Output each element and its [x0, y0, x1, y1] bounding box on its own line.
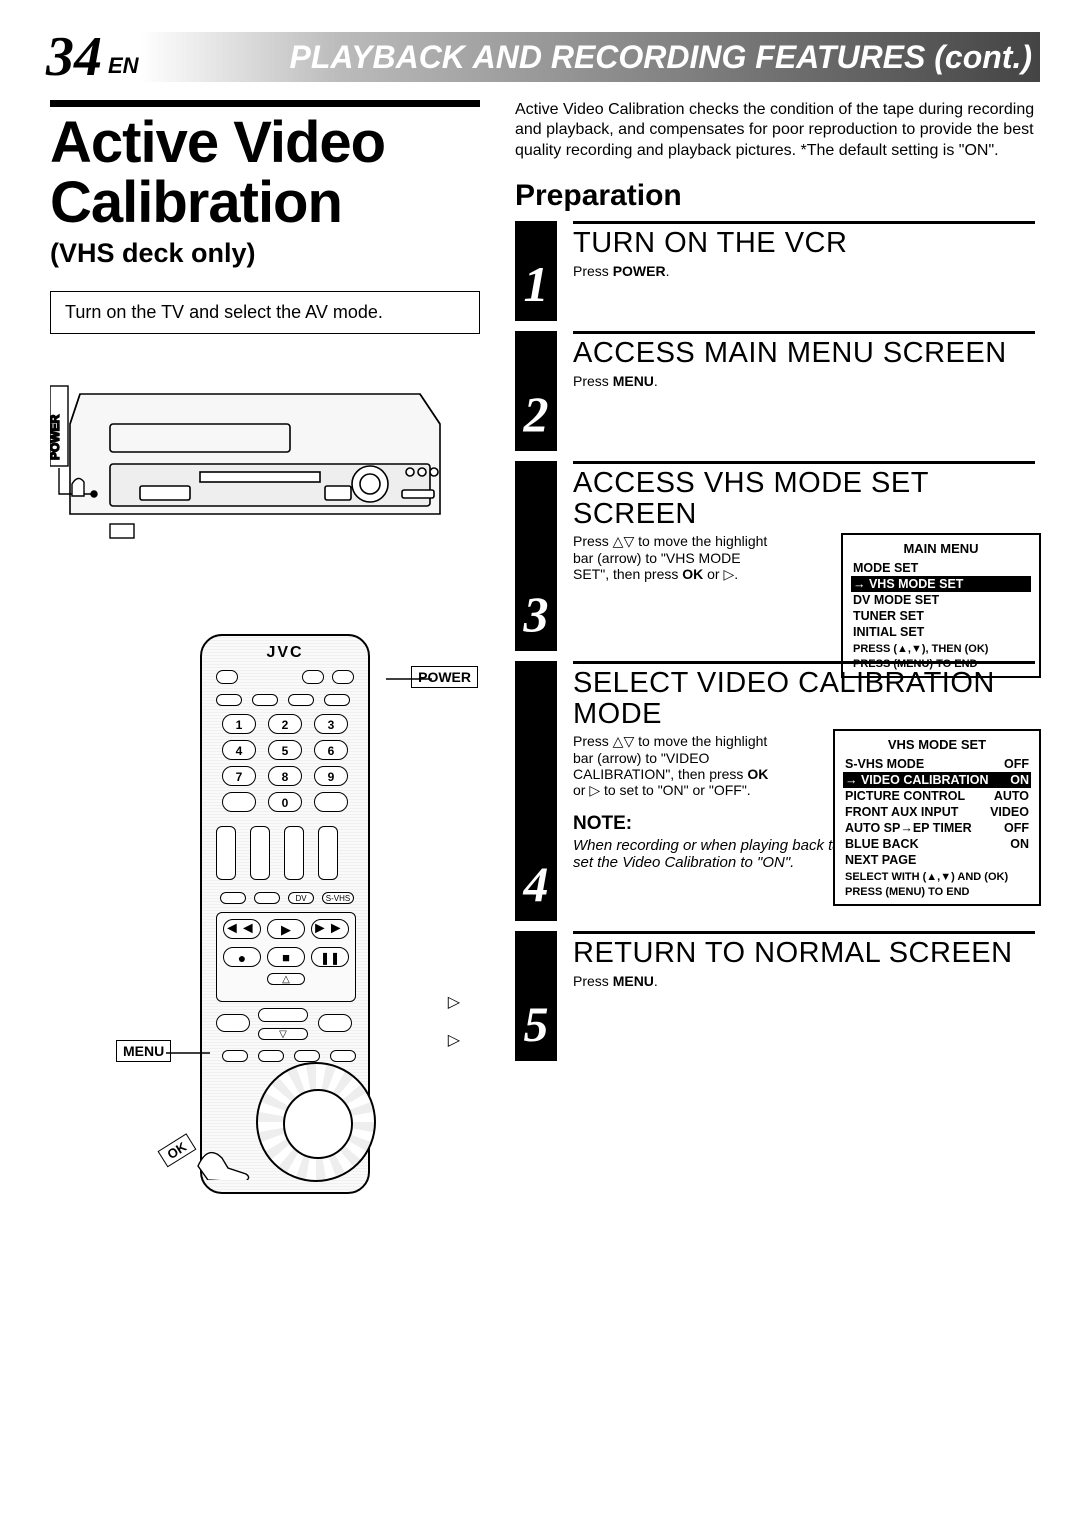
osd-main-menu: MAIN MENU MODE SET→ VHS MODE SETDV MODE …: [841, 533, 1041, 678]
osd-vhs-mode: VHS MODE SET S-VHS MODEOFF→ VIDEO CALIBR…: [833, 729, 1041, 906]
step-instruction: Press MENU.: [573, 973, 1035, 989]
osd-row: TUNER SET: [851, 608, 1031, 624]
step-number: 1: [515, 221, 557, 321]
step-number: 2: [515, 331, 557, 451]
osd-row: DV MODE SET: [851, 592, 1031, 608]
remote-menu-label: MENU: [116, 1040, 171, 1062]
digit-6-button: 6: [314, 740, 348, 760]
osd-row: → VHS MODE SET: [851, 576, 1031, 592]
digit-8-button: 8: [268, 766, 302, 786]
digit-7-button: 7: [222, 766, 256, 786]
step-title: RETURN TO NORMAL SCREEN: [573, 938, 1035, 968]
step-instruction: Press MENU.: [573, 373, 1035, 389]
title-rule: [50, 100, 480, 107]
step-number: 5: [515, 931, 557, 1061]
page-number: 34: [40, 25, 102, 89]
page-lang: EN: [108, 53, 139, 79]
digit-3-button: 3: [314, 714, 348, 734]
digit-5-button: 5: [268, 740, 302, 760]
vcr-illustration: POWER: [50, 364, 450, 554]
remote-illustration: JVC 1234567890 DV S-VHS ◄◄: [170, 634, 430, 1204]
header-title: PLAYBACK AND RECORDING FEATURES (cont.): [290, 39, 1041, 76]
osd-footer: PRESS (▲,▼), THEN (OK): [851, 643, 1031, 655]
step-title: SELECT VIDEO CALIBRATION MODE: [573, 668, 1035, 729]
svhs-button: S-VHS: [322, 892, 354, 904]
page-header: 34 EN PLAYBACK AND RECORDING FEATURES (c…: [40, 32, 1040, 82]
remote-brand: JVC: [202, 644, 368, 662]
osd-row: S-VHS MODEOFF: [843, 756, 1031, 772]
step-3: 3 ACCESS VHS MODE SET SCREEN Press △▽ to…: [515, 461, 1035, 651]
osd-footer: SELECT WITH (▲,▼) AND (OK): [843, 871, 1031, 883]
osd-row: INITIAL SET: [851, 624, 1031, 640]
digit-2-button: 2: [268, 714, 302, 734]
down-triangle-icon: ▷: [448, 1030, 460, 1050]
left-column: Active Video Calibration (VHS deck only)…: [50, 100, 480, 1204]
jog-wheel: [256, 1062, 376, 1182]
digit-9-button: 9: [314, 766, 348, 786]
step-title: ACCESS VHS MODE SET SCREEN: [573, 468, 1035, 529]
osd-row: → VIDEO CALIBRATIONON: [843, 772, 1031, 788]
step-1: 1 TURN ON THE VCR Press POWER.: [515, 221, 1035, 321]
dv-button: DV: [288, 892, 314, 904]
preparation-heading: Preparation: [515, 179, 1035, 213]
step-2: 2 ACCESS MAIN MENU SCREEN Press MENU.: [515, 331, 1035, 451]
step-number: 3: [515, 461, 557, 651]
title-line2: Calibration: [50, 170, 342, 235]
osd-row: AUTO SP→EP TIMEROFF: [843, 820, 1031, 836]
digit-4-button: 4: [222, 740, 256, 760]
osd-row: BLUE BACKON: [843, 836, 1031, 852]
osd-row: FRONT AUX INPUTVIDEO: [843, 804, 1031, 820]
step-title: TURN ON THE VCR: [573, 228, 1035, 258]
title-line1: Active Video: [50, 110, 385, 175]
step-4: 4 SELECT VIDEO CALIBRATION MODE Press △▽…: [515, 661, 1035, 921]
osd-row: NEXT PAGE: [843, 852, 1031, 868]
tip-box: Turn on the TV and select the AV mode.: [50, 291, 480, 334]
right-column: Active Video Calibration checks the cond…: [515, 100, 1035, 1061]
step-instruction: Press △▽ to move the highlight bar (arro…: [573, 733, 773, 799]
osd-row: MODE SET: [851, 560, 1031, 576]
digit-0-button: 0: [268, 792, 302, 812]
subtitle: (VHS deck only): [50, 238, 480, 269]
osd-title: MAIN MENU: [851, 541, 1031, 556]
step-instruction: Press △▽ to move the highlight bar (arro…: [573, 533, 773, 583]
up-triangle-icon: ▷: [448, 992, 460, 1012]
vcr-power-label: POWER: [50, 414, 62, 460]
step-title: ACCESS MAIN MENU SCREEN: [573, 338, 1035, 368]
main-title: Active Video Calibration: [50, 113, 480, 234]
intro-paragraph: Active Video Calibration checks the cond…: [515, 100, 1035, 161]
step-instruction: Press POWER.: [573, 263, 1035, 279]
step-5: 5 RETURN TO NORMAL SCREEN Press MENU.: [515, 931, 1035, 1061]
osd-footer: PRESS (MENU) TO END: [843, 886, 1031, 898]
step-number: 4: [515, 661, 557, 921]
osd-row: PICTURE CONTROLAUTO: [843, 788, 1031, 804]
digit-1-button: 1: [222, 714, 256, 734]
osd-title: VHS MODE SET: [843, 737, 1031, 752]
